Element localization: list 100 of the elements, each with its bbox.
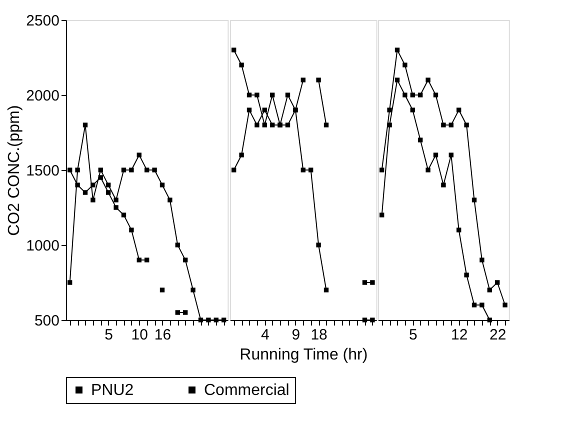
point bbox=[121, 168, 126, 172]
point bbox=[68, 168, 72, 172]
y-tick-label: 500 bbox=[34, 312, 60, 330]
point bbox=[68, 280, 72, 285]
point bbox=[402, 92, 408, 98]
point bbox=[316, 78, 321, 82]
point bbox=[168, 198, 172, 202]
x-tick-label: 22 bbox=[490, 326, 506, 344]
point bbox=[448, 122, 454, 128]
legend-label: PNU2 bbox=[91, 382, 134, 399]
y-tick-label: 1500 bbox=[26, 162, 60, 180]
point bbox=[144, 258, 150, 262]
point bbox=[472, 198, 477, 202]
x-tick-label: 10 bbox=[131, 326, 148, 344]
point bbox=[136, 152, 142, 158]
point bbox=[82, 122, 88, 128]
point bbox=[495, 280, 500, 285]
point bbox=[98, 168, 103, 172]
point bbox=[198, 318, 204, 322]
point bbox=[402, 62, 408, 68]
point bbox=[270, 92, 275, 98]
x-tick-label: 12 bbox=[451, 326, 468, 344]
y-tick-label: 1000 bbox=[26, 238, 60, 254]
x-axis-title: Running Time (hr) bbox=[240, 346, 368, 364]
point bbox=[410, 108, 415, 112]
point bbox=[254, 122, 260, 128]
x-tick-label: 16 bbox=[154, 326, 172, 344]
point bbox=[262, 122, 267, 128]
point bbox=[448, 152, 454, 158]
point bbox=[380, 212, 384, 218]
x-tick-label: 18 bbox=[310, 326, 328, 344]
point bbox=[246, 108, 252, 112]
point bbox=[426, 168, 430, 172]
point bbox=[410, 92, 415, 98]
point bbox=[175, 310, 180, 315]
point bbox=[308, 168, 314, 172]
point bbox=[106, 190, 111, 195]
point bbox=[362, 318, 368, 322]
point bbox=[270, 122, 275, 128]
point bbox=[98, 175, 103, 180]
y-axis-title: CO2 CONC.(ppm) bbox=[6, 105, 24, 236]
point bbox=[222, 318, 226, 322]
point bbox=[114, 205, 118, 210]
point bbox=[90, 198, 96, 202]
point bbox=[262, 108, 267, 112]
point bbox=[214, 318, 218, 322]
point bbox=[433, 152, 438, 158]
x-tick-label: 5 bbox=[104, 326, 114, 344]
point bbox=[456, 108, 462, 112]
point bbox=[480, 258, 484, 262]
point bbox=[426, 78, 430, 82]
point bbox=[175, 242, 180, 248]
point bbox=[324, 288, 329, 292]
point bbox=[300, 78, 306, 82]
point bbox=[502, 302, 508, 308]
point bbox=[394, 48, 400, 52]
point bbox=[75, 182, 80, 188]
point bbox=[190, 288, 196, 292]
x-tick-label: 4 bbox=[260, 326, 270, 344]
point bbox=[75, 168, 80, 172]
point bbox=[487, 318, 492, 322]
point bbox=[370, 280, 375, 285]
point bbox=[129, 228, 134, 232]
point bbox=[441, 122, 446, 128]
point bbox=[293, 108, 298, 112]
point bbox=[362, 280, 368, 285]
point bbox=[456, 228, 462, 232]
x-tick-label: 9 bbox=[292, 326, 300, 344]
y-tick-label: 2000 bbox=[26, 88, 60, 104]
y-tick-label: 2500 bbox=[26, 12, 60, 30]
point bbox=[441, 182, 446, 188]
point bbox=[387, 108, 392, 112]
point bbox=[487, 288, 492, 292]
point bbox=[324, 122, 329, 128]
point bbox=[394, 78, 400, 82]
point bbox=[239, 62, 244, 68]
point bbox=[90, 182, 96, 188]
point bbox=[246, 92, 252, 98]
point bbox=[114, 198, 118, 202]
point bbox=[254, 92, 260, 98]
point bbox=[82, 190, 88, 195]
x-tick-label: 5 bbox=[408, 326, 418, 344]
point bbox=[160, 182, 165, 188]
point bbox=[278, 122, 282, 128]
point bbox=[183, 310, 188, 315]
point bbox=[480, 302, 484, 308]
point bbox=[472, 302, 477, 308]
point bbox=[121, 212, 126, 218]
point bbox=[387, 122, 392, 128]
point bbox=[232, 168, 236, 172]
point bbox=[464, 122, 469, 128]
point bbox=[418, 92, 423, 98]
point bbox=[464, 272, 469, 278]
point bbox=[152, 168, 157, 172]
point bbox=[206, 318, 211, 322]
point bbox=[129, 168, 134, 172]
point bbox=[160, 288, 165, 292]
point bbox=[380, 168, 384, 172]
point bbox=[183, 258, 188, 262]
point bbox=[370, 318, 375, 322]
